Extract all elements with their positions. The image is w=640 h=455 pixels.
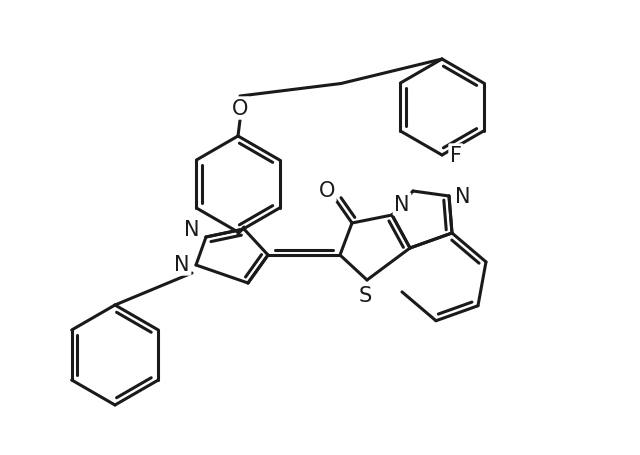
Text: N: N [455,187,471,207]
Text: N: N [394,195,410,214]
Text: O: O [232,99,248,119]
Text: O: O [319,181,335,201]
Text: S: S [358,285,372,305]
Text: N: N [184,219,200,239]
Text: N: N [174,254,189,274]
Text: F: F [450,146,462,166]
